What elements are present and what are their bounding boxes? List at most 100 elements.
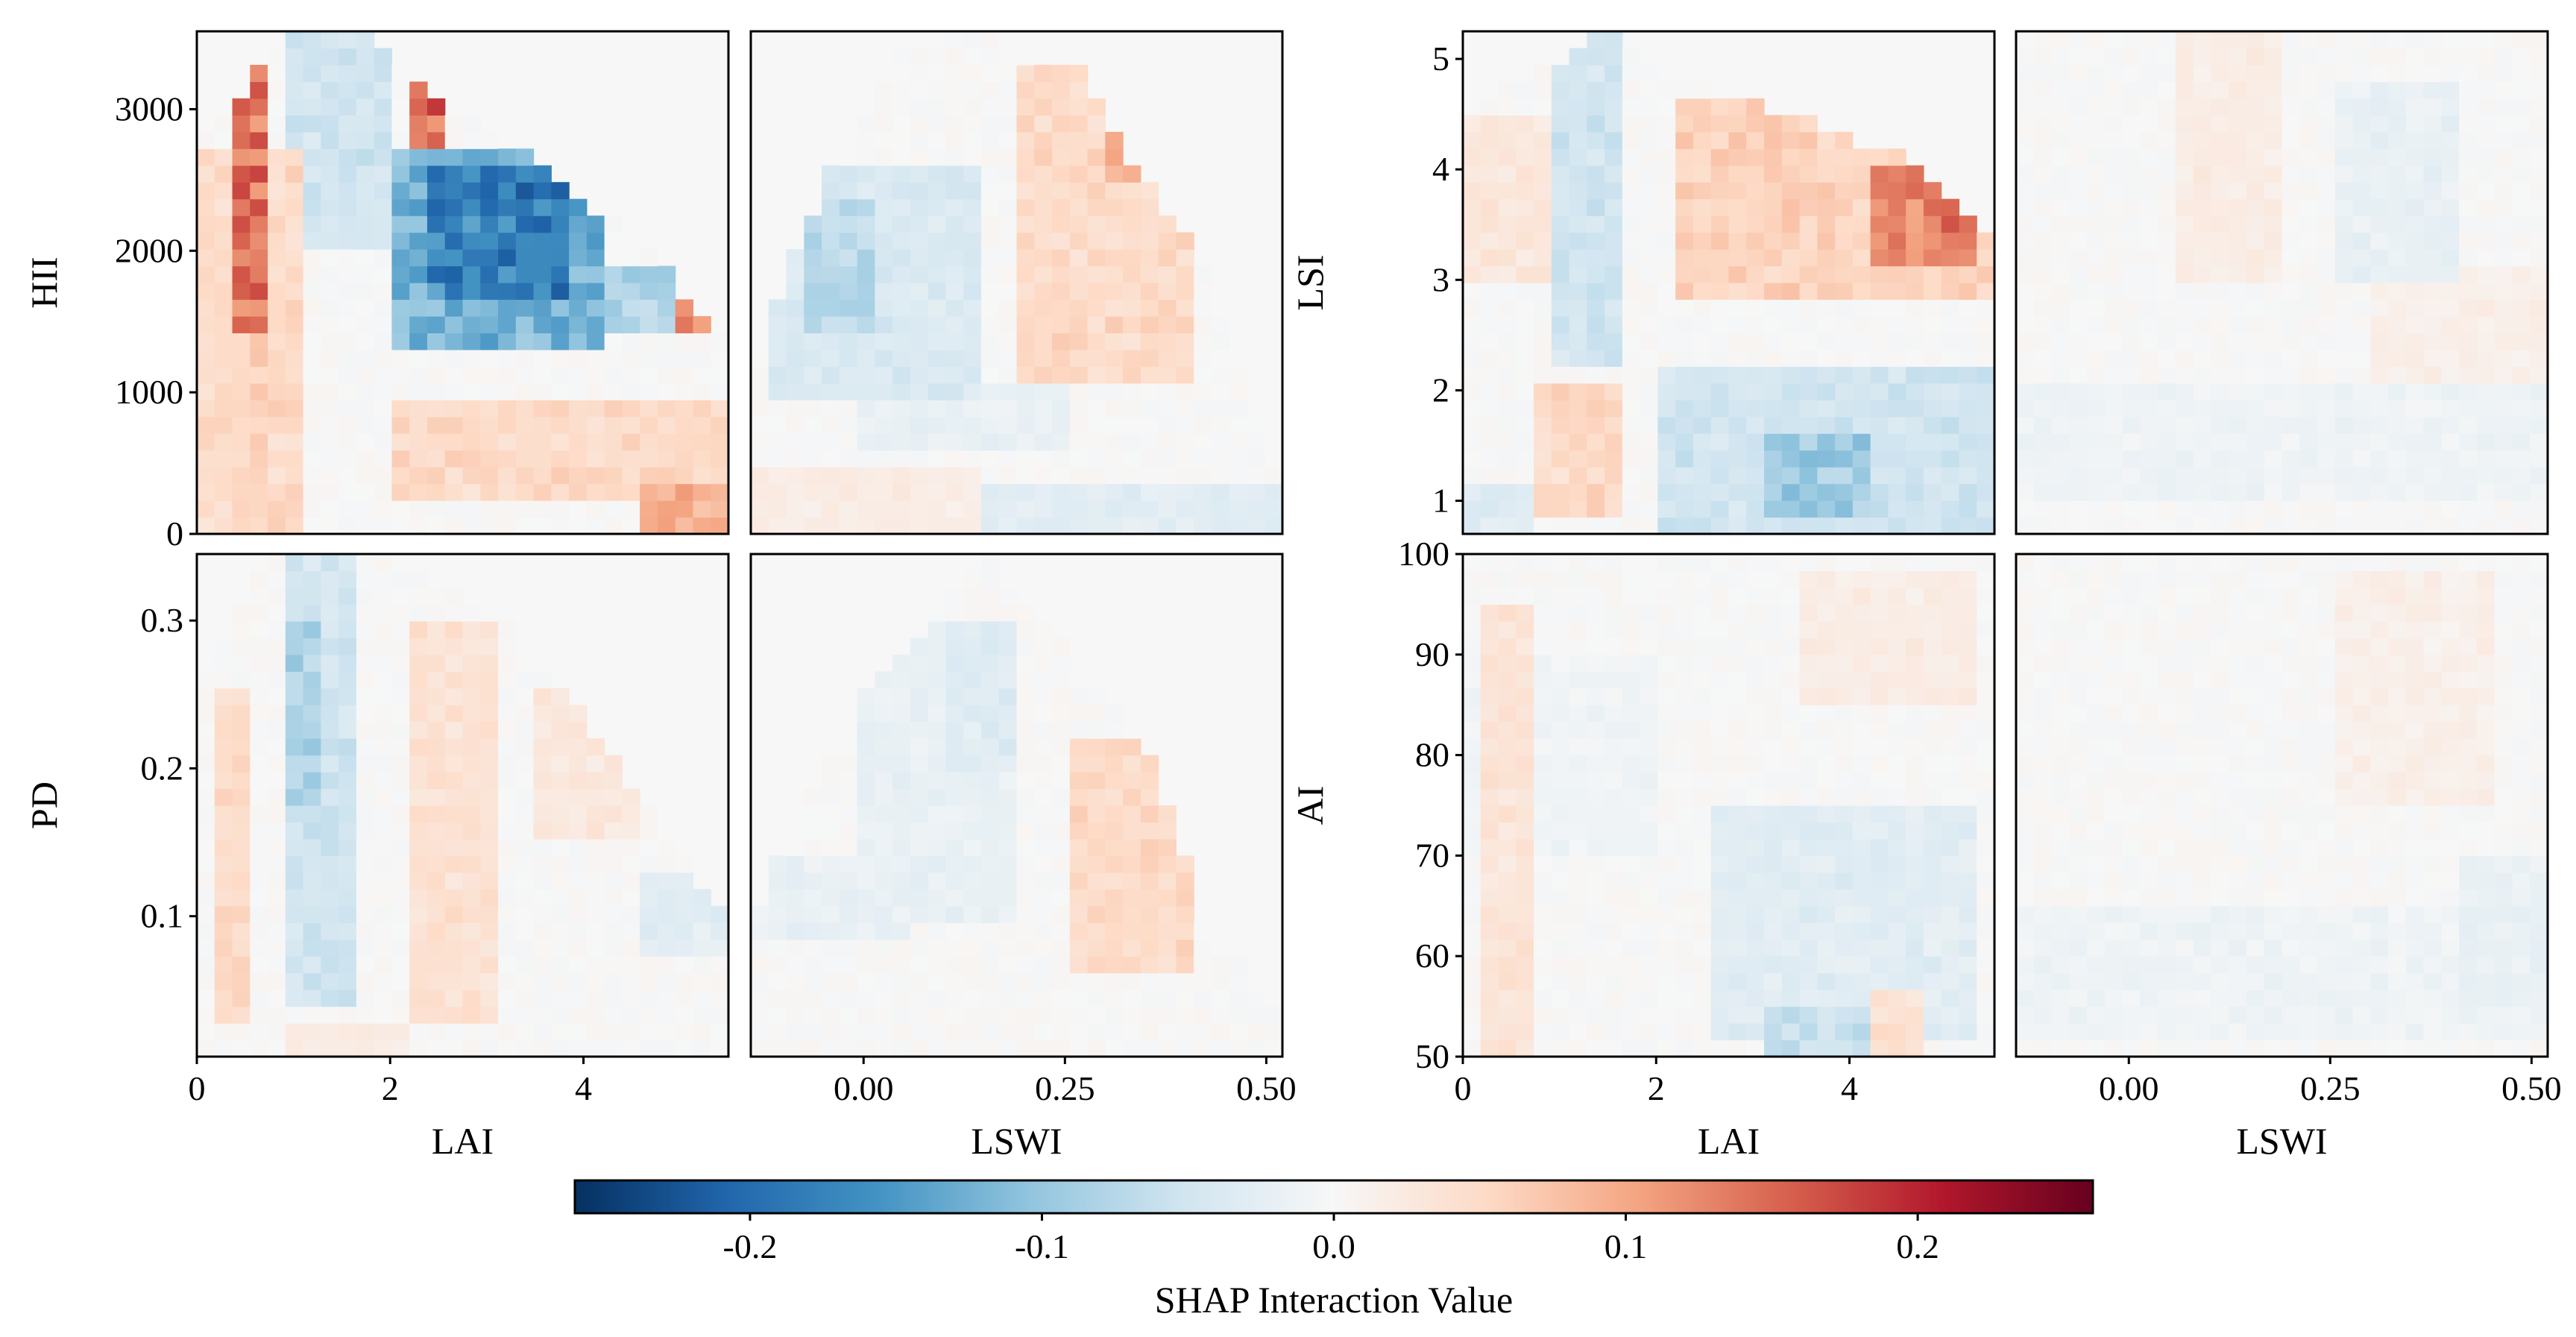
heatmap-cell [1870, 165, 1889, 183]
heatmap-cell [2140, 500, 2158, 518]
heatmap-cell [1140, 517, 1159, 535]
heatmap-cell [980, 671, 1000, 689]
heatmap-cell [374, 148, 393, 166]
heatmap-cell [1140, 483, 1159, 501]
heatmap-cell [963, 64, 982, 82]
heatmap-cell [250, 1023, 268, 1041]
heatmap-cell [1728, 721, 1747, 739]
heatmap-cell [480, 400, 499, 418]
heatmap-cell [1692, 500, 1712, 518]
heatmap-cell [374, 939, 393, 957]
heatmap-cell [1569, 688, 1587, 705]
heatmap-cell [640, 349, 658, 367]
heatmap-cell [533, 265, 552, 283]
heatmap-cell [640, 467, 658, 485]
heatmap-cell [2317, 165, 2336, 183]
heatmap-cell [426, 872, 446, 890]
heatmap-cell [1463, 939, 1481, 957]
heatmap-cell [321, 587, 339, 605]
heatmap-cell [1069, 416, 1089, 434]
heatmap-cell [980, 400, 1000, 418]
heatmap-cell [711, 366, 729, 384]
heatmap-cell [1888, 148, 1906, 166]
heatmap-cell [480, 450, 499, 468]
heatmap-cell [1052, 400, 1071, 418]
heatmap-cell [1640, 165, 1659, 183]
heatmap-cell [214, 115, 233, 133]
heatmap-cell [1959, 349, 1977, 367]
heatmap-cell [232, 433, 251, 451]
heatmap-cell [1463, 705, 1481, 723]
heatmap-cell [2317, 483, 2336, 501]
heatmap-cell [945, 483, 964, 501]
heatmap-cell [2069, 198, 2088, 216]
heatmap-cell [1675, 587, 1694, 605]
heatmap-cell [1516, 232, 1534, 250]
heatmap-cell [1176, 249, 1194, 267]
heatmap-cell [2122, 131, 2141, 149]
heatmap-cell [2051, 416, 2070, 434]
heatmap-cell [2229, 31, 2247, 49]
heatmap-cell [1657, 265, 1676, 283]
heatmap-cell [1657, 1023, 1676, 1041]
heatmap-cell [197, 383, 215, 400]
heatmap-cell [268, 98, 286, 116]
heatmap-cell [2016, 467, 2035, 485]
heatmap-cell [232, 299, 251, 317]
heatmap-cell [804, 805, 822, 823]
heatmap-cell [2246, 131, 2265, 149]
heatmap-cell [232, 416, 251, 434]
heatmap-cell [1105, 400, 1124, 418]
heatmap-cell [857, 232, 875, 250]
heatmap-cell [2069, 433, 2088, 451]
heatmap-cell [2033, 64, 2053, 82]
heatmap-cell [980, 64, 1000, 82]
heatmap-cell [1534, 972, 1552, 990]
heatmap-cell [2423, 349, 2442, 367]
heatmap-cell [622, 467, 640, 485]
heatmap-cell [1781, 131, 1801, 149]
heatmap-cell [268, 182, 286, 200]
heatmap-cell [963, 922, 982, 940]
heatmap-cell [1746, 198, 1765, 216]
heatmap-cell [675, 416, 694, 434]
heatmap-cell [2051, 315, 2070, 333]
heatmap-cell [2016, 333, 2035, 350]
heatmap-cell [910, 805, 929, 823]
heatmap-cell [1977, 483, 1995, 501]
heatmap-cell [409, 165, 428, 183]
heatmap-cell [2512, 165, 2531, 183]
heatmap-cell [1728, 265, 1747, 283]
heatmap-cell [1587, 349, 1605, 367]
heatmap-cell [1016, 872, 1035, 890]
heatmap-cell [1941, 366, 1960, 384]
heatmap-cell [2512, 98, 2531, 116]
heatmap-cell [462, 889, 481, 907]
heatmap-cell [391, 283, 410, 301]
heatmap-cell [391, 872, 410, 890]
heatmap-cell [214, 922, 233, 940]
heatmap-cell [232, 500, 251, 518]
heatmap-cell [1640, 1039, 1659, 1057]
heatmap-cell [1710, 755, 1730, 773]
heatmap-cell [1852, 500, 1871, 518]
heatmap-cell [640, 249, 658, 267]
heatmap-cell [498, 315, 517, 333]
heatmap-cell [1888, 483, 1906, 501]
heatmap-cell [945, 1006, 964, 1024]
heatmap-cell [2476, 98, 2495, 116]
heatmap-cell [2122, 265, 2141, 283]
heatmap-cell [1710, 433, 1730, 451]
heatmap-cell [822, 283, 840, 301]
heatmap-cell [2229, 115, 2247, 133]
heatmap-cell [551, 755, 570, 773]
heatmap-cell [515, 249, 535, 267]
heatmap-cell [1516, 570, 1534, 588]
heatmap-cell [1463, 956, 1481, 974]
heatmap-cell [928, 922, 947, 940]
heatmap-cell [462, 299, 481, 317]
heatmap-cell [1675, 788, 1694, 806]
heatmap-cell [480, 333, 499, 350]
heatmap-cell [910, 81, 929, 99]
heatmap-cell [1105, 956, 1124, 974]
